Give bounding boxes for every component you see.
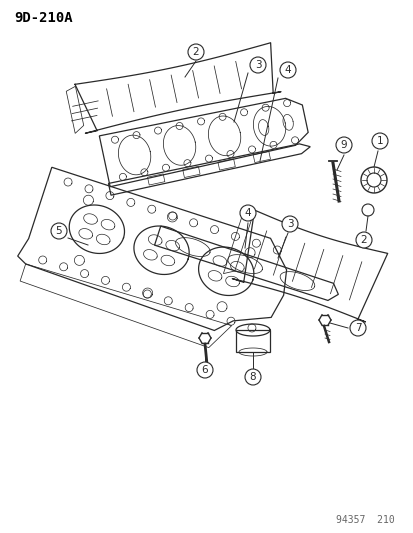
Circle shape [188,44,204,60]
Circle shape [249,57,266,73]
Text: 7: 7 [354,323,361,333]
Text: 4: 4 [284,65,291,75]
Circle shape [51,223,67,239]
Text: 2: 2 [192,47,199,57]
Circle shape [335,137,351,153]
Circle shape [349,320,365,336]
Text: 2: 2 [360,235,366,245]
Circle shape [279,62,295,78]
Text: 94357  210: 94357 210 [335,515,394,525]
Circle shape [355,232,371,248]
Text: 8: 8 [249,372,256,382]
Text: 1: 1 [376,136,382,146]
Circle shape [281,216,297,232]
Text: 9: 9 [340,140,347,150]
Text: 5: 5 [56,226,62,236]
Text: 6: 6 [201,365,208,375]
Circle shape [197,362,212,378]
Circle shape [244,369,260,385]
Circle shape [371,133,387,149]
Text: 3: 3 [286,219,292,229]
Text: 3: 3 [254,60,261,70]
Text: 9D-210A: 9D-210A [14,11,72,25]
Text: 4: 4 [244,208,251,218]
Circle shape [240,205,255,221]
